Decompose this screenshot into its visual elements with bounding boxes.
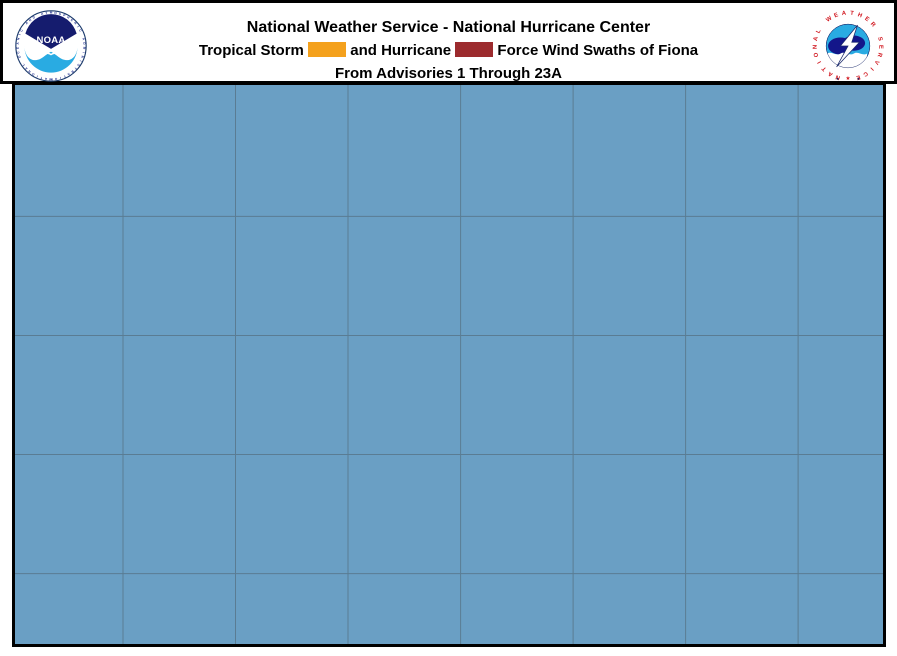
svg-text:S: S [876,36,883,41]
svg-text:I: I [817,60,823,65]
svg-text:A: A [842,11,848,18]
svg-text:T: T [850,11,855,17]
svg-text:M: M [50,11,53,15]
